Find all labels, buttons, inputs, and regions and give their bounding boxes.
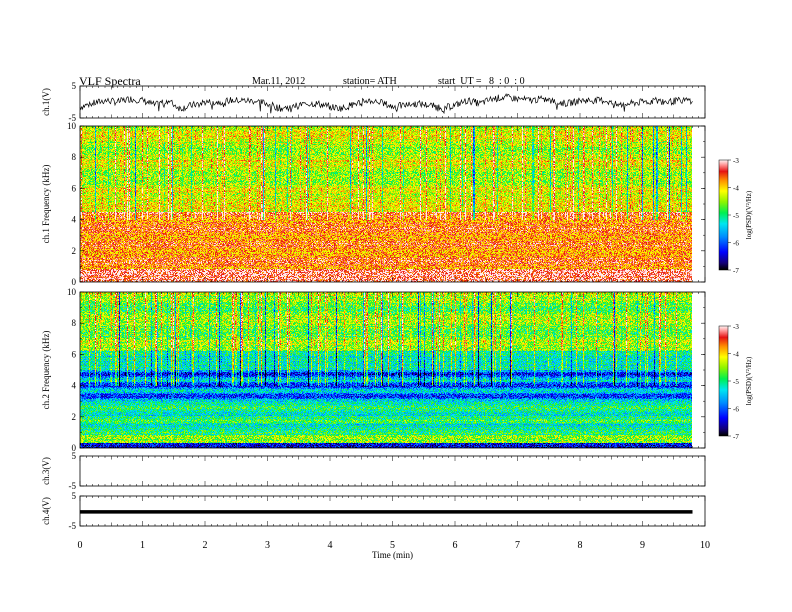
x-tick-label: 3	[265, 540, 270, 551]
y-tick-label: 2	[72, 412, 77, 422]
panel-2-frame	[79, 125, 706, 283]
colorbar-tick-label: -7	[733, 433, 739, 441]
x-axis-label: Time (min)	[372, 550, 413, 560]
panel-1-ylabel: ch.1(V)	[41, 88, 51, 116]
panel-4-ylabel: ch.3(V)	[41, 457, 51, 485]
colorbar-tick-label: -5	[733, 212, 739, 220]
colorbar-frame	[718, 159, 729, 271]
colorbar-tick-label: -3	[733, 323, 739, 331]
colorbar-tick-label: -4	[733, 185, 739, 193]
y-tick-label: 10	[67, 287, 77, 297]
y-tick-label: 6	[72, 183, 77, 193]
x-tick-label: 4	[328, 540, 333, 551]
x-tick-label: 8	[578, 540, 583, 551]
colorbar-frame	[718, 325, 729, 437]
y-tick-label: 10	[67, 121, 77, 131]
panel-5-ylabel: ch.4(V)	[41, 497, 51, 525]
y-tick-label: 8	[72, 152, 77, 162]
y-tick-label: 8	[72, 318, 77, 328]
y-tick-label: 5	[72, 491, 77, 501]
colorbar-label: log(PSD)(V²/Hz)	[745, 190, 753, 239]
y-tick-label: -5	[69, 113, 77, 123]
ch1-colorbar	[719, 160, 728, 270]
station-label: station= ATH	[343, 76, 397, 87]
y-tick-label: 4	[72, 381, 77, 391]
x-tick-label: 10	[700, 540, 710, 551]
x-tick-label: 1	[140, 540, 145, 551]
colorbar-label: log(PSD)(V²/Hz)	[745, 356, 753, 405]
ch2-colorbar	[719, 326, 728, 436]
y-tick-label: 2	[72, 246, 77, 256]
y-tick-label: -5	[69, 521, 77, 531]
x-tick-label: 0	[78, 540, 83, 551]
figure-title: VLF Spectra	[79, 74, 141, 88]
colorbar-tick-label: -6	[733, 406, 739, 414]
y-tick-label: 4	[72, 215, 77, 225]
y-tick-label: 5	[72, 81, 77, 91]
date-label: Mar.11, 2012	[252, 76, 306, 87]
panel-3-ylabel: ch.2 Frequency (kHz)	[41, 331, 51, 410]
ch2-spectrogram	[80, 292, 692, 448]
colorbar-tick-label: -5	[733, 378, 739, 386]
colorbar-tick-label: -7	[733, 267, 739, 275]
colorbar-tick-label: -4	[733, 351, 739, 359]
x-tick-label: 7	[515, 540, 520, 551]
colorbar-tick-label: -3	[733, 157, 739, 165]
colorbar-tick-label: -6	[733, 240, 739, 248]
x-tick-label: 5	[390, 540, 395, 551]
x-tick-label: 6	[453, 540, 458, 551]
x-tick-label: 2	[203, 540, 208, 551]
y-tick-label: 5	[72, 451, 77, 461]
panel-2-ylabel: ch.1 Frequency (kHz)	[41, 165, 51, 244]
ch1-trace	[79, 93, 693, 115]
x-tick-label: 9	[640, 540, 645, 551]
y-tick-label: 0	[72, 277, 77, 287]
y-tick-label: 0	[72, 443, 77, 453]
y-tick-label: 6	[72, 349, 77, 359]
y-tick-label: -5	[69, 481, 77, 491]
start-time-label: start UT = 8 : 0 : 0	[438, 76, 525, 87]
panel-3-frame	[79, 291, 706, 449]
ch1-spectrogram	[80, 126, 692, 282]
